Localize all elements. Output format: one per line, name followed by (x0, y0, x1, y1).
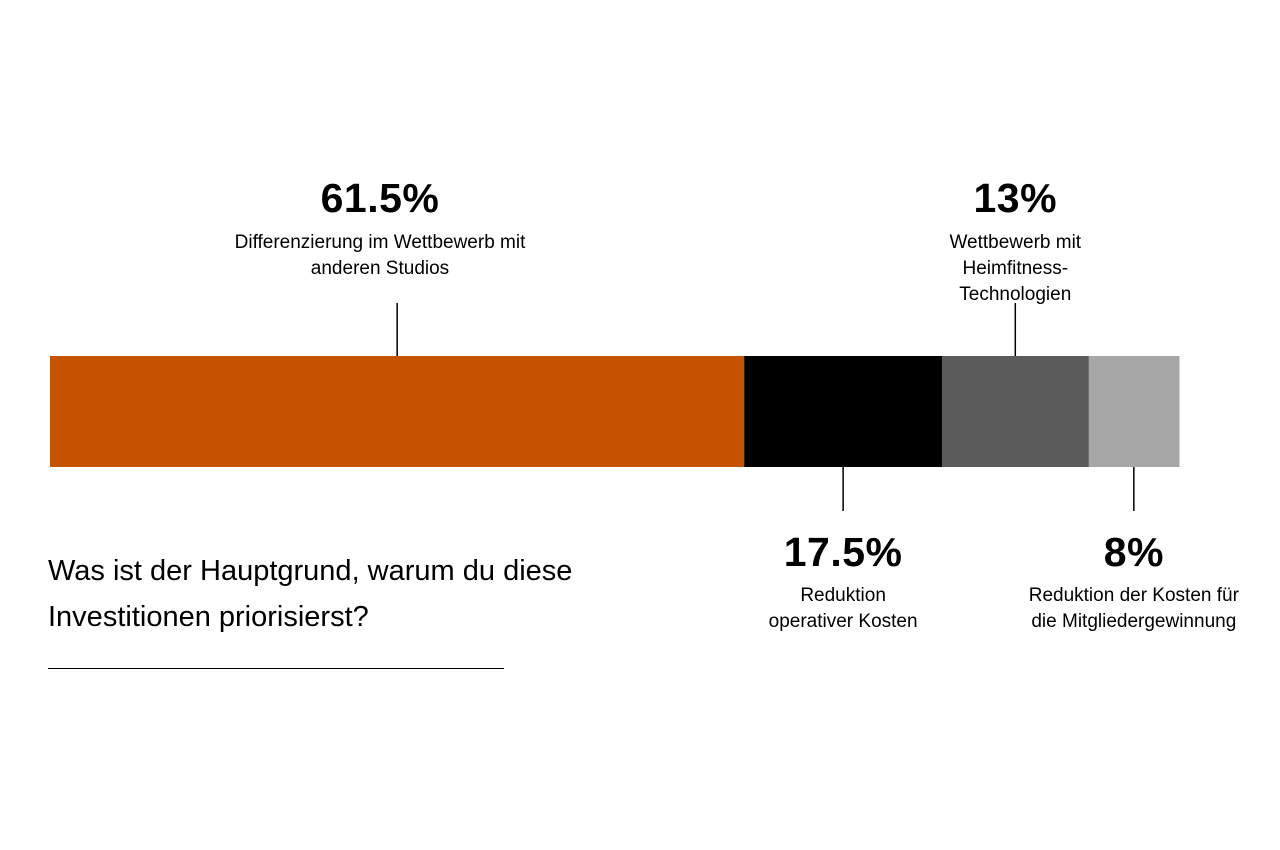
bar-segment-mitgliedergewinnung (1088, 356, 1180, 467)
value-label-heimfitness: 13% (973, 175, 1058, 221)
category-label-heimfitness: Wettbewerb mit Heimfitness-Technologien (949, 232, 1082, 305)
question-underline (48, 668, 504, 669)
value-label-reduktion-operativer-kosten: 17.5% (783, 529, 903, 575)
question-heading: Was ist der Hauptgrund, warum du diese I… (48, 555, 573, 633)
value-label-differenzierung: 61.5% (320, 175, 440, 221)
category-label-mitgliedergewinnung: Reduktion der Kosten für die Mitgliederg… (1028, 585, 1239, 632)
leader-lines (396, 303, 1135, 511)
bar-segment-heimfitness (941, 356, 1090, 467)
bar-segment-reduktion-operativer-kosten (744, 356, 943, 467)
category-label-differenzierung: Differenzierung im Wettbewerb mit andere… (234, 232, 526, 279)
bar-segments (50, 356, 1180, 467)
category-label-reduktion-operativer-kosten: Reduktion operativer Kosten (768, 585, 918, 632)
value-label-mitgliedergewinnung: 8% (1103, 529, 1164, 575)
bar-segment-differenzierung (50, 356, 745, 467)
